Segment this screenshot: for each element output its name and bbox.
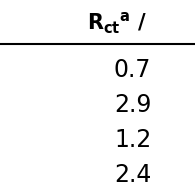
Text: 2.4: 2.4 xyxy=(114,163,151,188)
Text: 1.2: 1.2 xyxy=(114,128,151,152)
Text: 2.9: 2.9 xyxy=(114,93,151,117)
Text: R$_{\mathregular{ct}}$$^{\mathregular{a}}$ /: R$_{\mathregular{ct}}$$^{\mathregular{a}… xyxy=(87,11,147,36)
Text: 0.7: 0.7 xyxy=(114,58,151,82)
